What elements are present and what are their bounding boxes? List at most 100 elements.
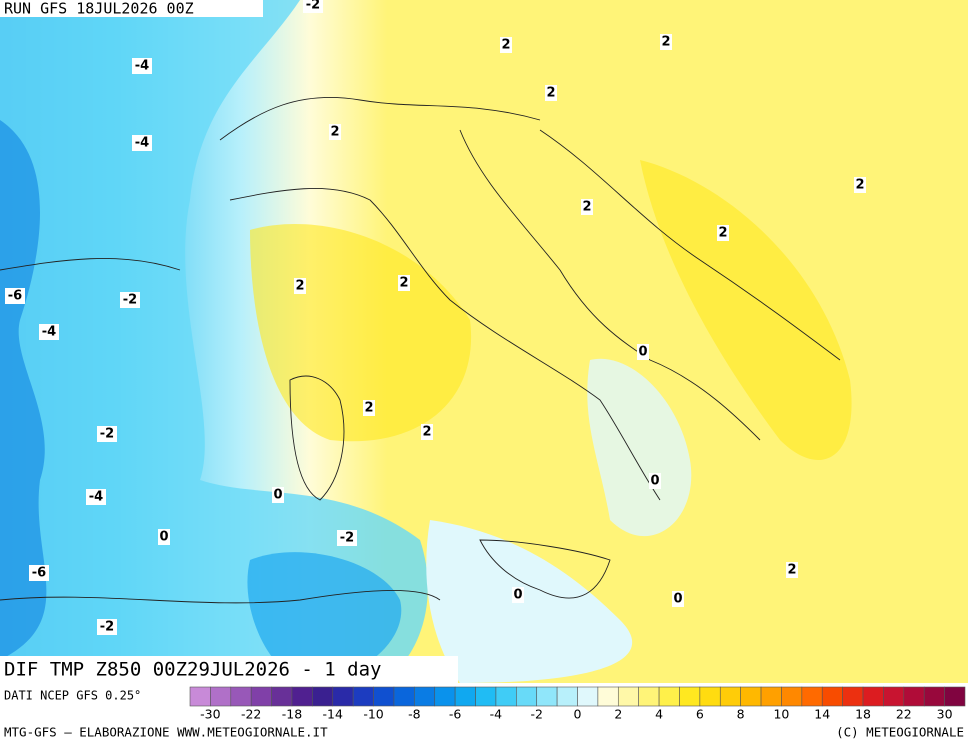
contour-label-box <box>717 225 729 241</box>
neutral-anomaly <box>587 358 692 537</box>
contour-label: 2 <box>364 401 373 416</box>
contour-label-box <box>545 85 557 101</box>
contour-label-box <box>97 426 117 442</box>
colorbar-swatch <box>271 686 293 707</box>
colorbar-label: 4 <box>655 707 663 722</box>
contour-label-box <box>854 177 866 193</box>
colorbar-swatch <box>679 686 701 707</box>
source-label: DATI NCEP GFS 0.25° <box>4 689 141 703</box>
colorbar-swatch <box>638 686 660 707</box>
contour-label-box <box>29 565 49 581</box>
colorbar-swatch <box>801 686 823 707</box>
colorbar-label: 10 <box>773 707 789 722</box>
contour-label: 2 <box>787 563 796 578</box>
contour-label: -4 <box>89 490 103 505</box>
contour-label: -4 <box>135 136 149 151</box>
colorbar-swatch <box>597 686 619 707</box>
colorbar-label: -30 <box>200 707 220 722</box>
contour-label-box <box>581 199 593 215</box>
contour-label: -6 <box>8 289 22 304</box>
contour-label: 0 <box>650 474 659 489</box>
colorbar-swatch <box>923 686 945 707</box>
colorbar-swatch <box>454 686 476 707</box>
run-label: RUN GFS 18JUL2026 00Z <box>4 0 194 18</box>
colorbar-swatch <box>944 686 966 707</box>
contour-label: -4 <box>135 59 149 74</box>
contour-label: 0 <box>159 530 168 545</box>
colorbar: -30 -22 -18 -14 -10 -8 -6 -4 -2 0 2 4 6 8 10 14 18 22 30 <box>189 686 966 722</box>
title-box <box>0 656 458 683</box>
contour-label: -6 <box>32 566 46 581</box>
contour-label-box <box>363 400 375 416</box>
map-area <box>0 0 968 683</box>
contour-label-box <box>672 591 684 607</box>
contour-label: -2 <box>100 620 114 635</box>
cold-anomaly <box>0 0 428 683</box>
cold-core <box>247 552 402 683</box>
contour-label: 2 <box>718 226 727 241</box>
colorbar-swatch <box>781 686 803 707</box>
colorbar-swatch <box>475 686 497 707</box>
colorbar-swatch <box>393 686 415 707</box>
contour-label-box <box>660 34 672 50</box>
colorbar-label: 18 <box>855 707 871 722</box>
colorbar-swatch <box>210 686 232 707</box>
contour-label: 2 <box>399 276 408 291</box>
contour-label: 2 <box>661 35 670 50</box>
colorbar-swatch <box>617 686 639 707</box>
contour-label: 2 <box>295 279 304 294</box>
contour-label-box <box>637 344 649 360</box>
footer-left: MTG-GFS – ELABORAZIONE WWW.METEOGIORNALE… <box>4 725 328 740</box>
colorbar-swatch <box>699 686 721 707</box>
colorbar-swatch <box>332 686 354 707</box>
colorbar-label: -2 <box>530 707 542 722</box>
contour-label-box <box>337 530 357 546</box>
contour-label-box <box>303 0 323 13</box>
colorbar-label: 6 <box>696 707 704 722</box>
contour-labels: -2 2 2 -4 2 2 -4 2 2 2 2 2 -6 -2 -4 0 2 2 -2 0 -4 0 0 -2 2 -6 0 0 -2 <box>5 0 866 635</box>
header-box <box>0 0 263 17</box>
colorbar-swatch <box>352 686 374 707</box>
contour-label-box <box>86 489 106 505</box>
colorbar-label: -18 <box>282 707 302 722</box>
contour-label-box <box>39 324 59 340</box>
colorbar-swatch <box>373 686 395 707</box>
contour-label: 2 <box>330 125 339 140</box>
colorbar-label: 0 <box>574 707 582 722</box>
colorbar-label: -8 <box>408 707 421 722</box>
contour-label: 0 <box>638 345 647 360</box>
contour-label-box <box>5 288 25 304</box>
cold-core <box>0 120 47 660</box>
colorbar-label: 8 <box>737 707 745 722</box>
contour-label-box <box>649 473 661 489</box>
colorbar-label: 22 <box>896 707 912 722</box>
colorbar-swatch <box>414 686 436 707</box>
contour-label-box <box>421 424 433 440</box>
contour-label-box <box>132 135 152 151</box>
contour-label: -4 <box>42 325 56 340</box>
contour-label: -2 <box>340 531 354 546</box>
contour-label: -2 <box>123 293 137 308</box>
colorbar-swatch <box>189 686 211 707</box>
colorbar-swatch <box>658 686 680 707</box>
contour-label: 2 <box>422 425 431 440</box>
contour-label-box <box>500 37 512 53</box>
colorbar-label: -14 <box>323 707 343 722</box>
contour-label: -2 <box>306 0 320 13</box>
colorbar-label: 30 <box>937 707 953 722</box>
colorbar-swatch <box>434 686 456 707</box>
colorbar-label: 2 <box>614 707 622 722</box>
contour-label: 0 <box>273 488 282 503</box>
colorbar-swatch <box>230 686 252 707</box>
map-title: DIF TMP Z850 00Z29JUL2026 - 1 day <box>4 659 382 681</box>
colorbar-swatch <box>883 686 905 707</box>
contour-label-box <box>512 587 524 603</box>
colorbar-swatch <box>862 686 884 707</box>
colorbar-label: -6 <box>449 707 462 722</box>
colorbar-swatch <box>903 686 925 707</box>
contour-label: 2 <box>546 86 555 101</box>
colorbar-label: -4 <box>490 707 503 722</box>
neutral-anomaly <box>426 520 633 683</box>
